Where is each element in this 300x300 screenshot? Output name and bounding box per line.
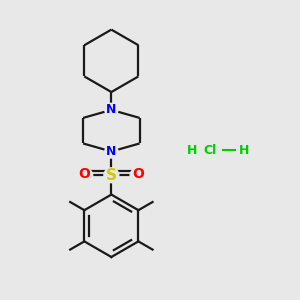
Text: H: H [187,143,197,157]
Text: O: O [132,167,144,181]
Text: S: S [106,168,117,183]
Text: Cl: Cl [203,143,217,157]
Text: N: N [106,145,116,158]
Circle shape [130,169,143,182]
Text: O: O [79,167,91,181]
Circle shape [105,103,118,116]
Circle shape [80,169,93,182]
Text: H: H [239,143,250,157]
Circle shape [105,145,118,158]
Text: N: N [106,103,116,116]
Circle shape [104,168,119,183]
